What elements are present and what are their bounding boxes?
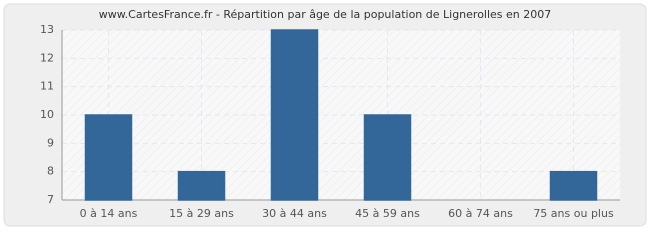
- bar: [270, 29, 319, 201]
- bar: [177, 170, 226, 201]
- y-tick-label: 7: [47, 193, 54, 206]
- chart-title: www.CartesFrance.fr - Répartition par âg…: [99, 8, 552, 21]
- x-tick-label: 0 à 14 ans: [80, 207, 138, 220]
- y-tick-label: 9: [47, 136, 54, 149]
- chart: www.CartesFrance.fr - Répartition par âg…: [3, 3, 647, 227]
- x-tick-label: 45 à 59 ans: [355, 207, 420, 220]
- bar: [84, 114, 133, 201]
- y-tick-label: 13: [40, 23, 54, 36]
- x-tick-label: 15 à 29 ans: [169, 207, 234, 220]
- y-tick-label: 8: [47, 165, 54, 178]
- bar: [363, 114, 412, 201]
- y-tick-label: 12: [40, 51, 54, 64]
- x-tick-label: 30 à 44 ans: [262, 207, 327, 220]
- bar: [549, 170, 598, 201]
- y-tick-label: 10: [40, 108, 54, 121]
- x-tick-label: 75 ans ou plus: [533, 207, 614, 220]
- x-tick-label: 60 à 74 ans: [448, 207, 513, 220]
- y-tick-label: 11: [40, 80, 54, 93]
